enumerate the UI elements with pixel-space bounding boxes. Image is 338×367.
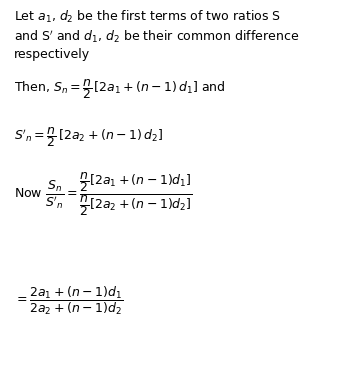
Text: Let $a_1$, $d_2$ be the first terms of two ratios S: Let $a_1$, $d_2$ be the first terms of t… <box>14 9 281 25</box>
Text: respectively: respectively <box>14 48 90 61</box>
Text: Then, $S_n = \dfrac{n}{2}\,[2a_1 + (n-1)\,d_1]$ and: Then, $S_n = \dfrac{n}{2}\,[2a_1 + (n-1)… <box>14 77 225 101</box>
Text: $S'_n = \dfrac{n}{2}\,[2a_2 + (n-1)\,d_2]$: $S'_n = \dfrac{n}{2}\,[2a_2 + (n-1)\,d_2… <box>14 125 162 149</box>
Text: $= \dfrac{2a_1 + (n-1)d_1}{2a_2 + (n-1)d_2}$: $= \dfrac{2a_1 + (n-1)d_1}{2a_2 + (n-1)d… <box>14 284 123 316</box>
Text: Now $\dfrac{S_n}{S'_n} = \dfrac{\dfrac{n}{2}[2a_1 + (n-1)d_1]}{\dfrac{n}{2}[2a_2: Now $\dfrac{S_n}{S'_n} = \dfrac{\dfrac{n… <box>14 171 192 218</box>
Text: and S$'$ and $d_1$, $d_2$ be their common difference: and S$'$ and $d_1$, $d_2$ be their commo… <box>14 29 299 45</box>
